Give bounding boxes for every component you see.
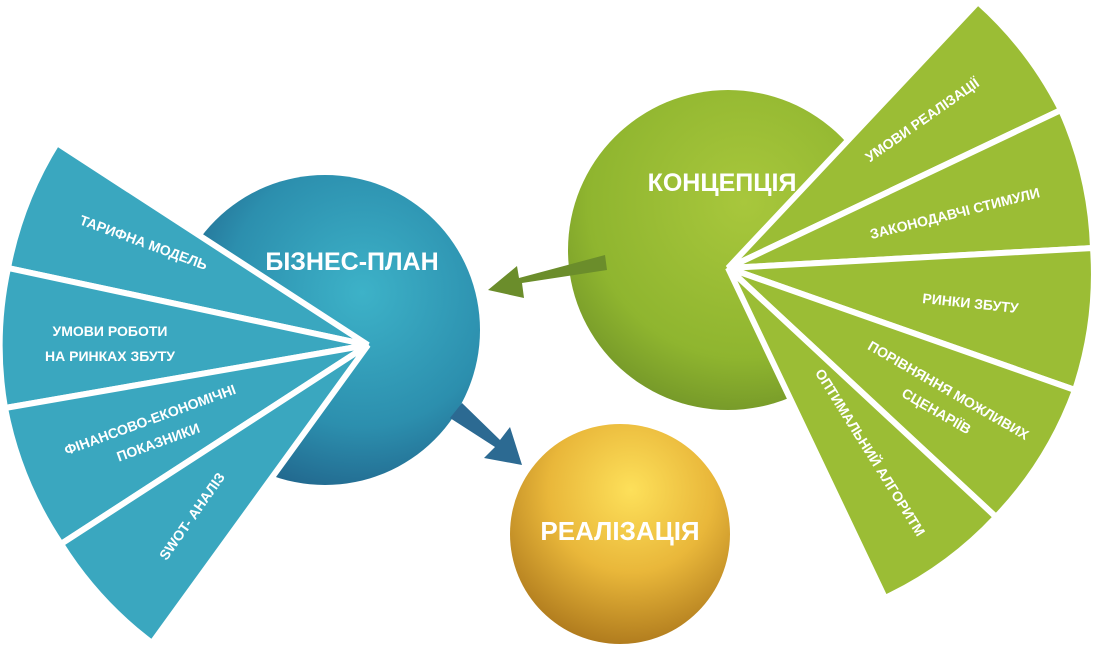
segment-markets: [727, 244, 1096, 394]
segment-scenario-comparison: [725, 265, 1079, 522]
segment-optimal-algorithm: [725, 265, 1001, 602]
business-plan-fan: [0, 138, 371, 645]
realization-title: РЕАЛІЗАЦІЯ: [540, 516, 699, 546]
market-conditions-label-line2: НА РИНКАХ ЗБУТУ: [45, 348, 175, 364]
concept-fan: [725, 0, 1096, 602]
business-plan-title: БІЗНЕС-ПЛАН: [265, 248, 438, 276]
arrow-to-business-plan: [488, 255, 607, 298]
realization-circle: [510, 424, 730, 644]
arrow-to-realization: [450, 403, 522, 465]
market-conditions-label-line1: УМОВИ РОБОТИ: [53, 323, 168, 339]
segment-swot: [56, 342, 371, 645]
segment-financial-indicators: [1, 342, 370, 549]
concept-title: КОНЦЕПЦІЯ: [648, 169, 797, 197]
